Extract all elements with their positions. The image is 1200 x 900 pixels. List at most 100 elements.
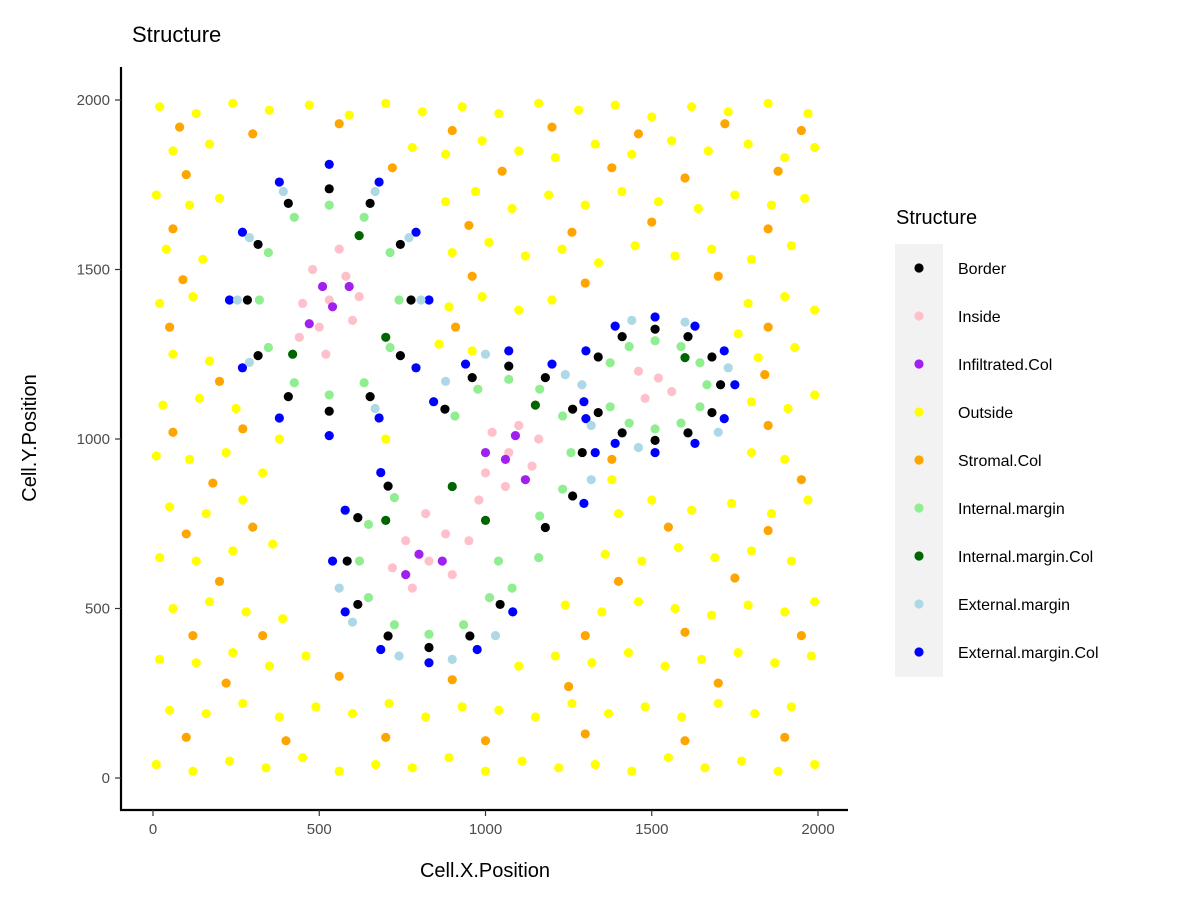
point-outside bbox=[786, 702, 797, 712]
point-stromal-col bbox=[760, 369, 770, 380]
point-outside bbox=[773, 766, 783, 776]
point-outside bbox=[228, 98, 238, 108]
point-external-margin-col bbox=[424, 295, 434, 305]
point-internal-margin bbox=[558, 484, 568, 494]
point-outside bbox=[384, 698, 394, 709]
point-infiltrated-col bbox=[437, 556, 447, 566]
point-outside bbox=[707, 610, 717, 620]
point-outside bbox=[697, 654, 707, 664]
point-external-margin bbox=[244, 233, 255, 243]
point-outside bbox=[517, 756, 527, 766]
point-internal-margin bbox=[695, 402, 705, 412]
point-stromal-col bbox=[381, 732, 391, 742]
point-stromal-col bbox=[607, 163, 617, 173]
point-external-margin bbox=[627, 315, 637, 325]
point-border bbox=[617, 428, 627, 438]
point-border bbox=[467, 373, 477, 383]
point-outside bbox=[574, 105, 584, 115]
point-outside bbox=[198, 254, 208, 264]
point-internal-margin bbox=[289, 378, 299, 388]
point-border bbox=[577, 447, 587, 458]
point-outside bbox=[800, 193, 810, 203]
point-internal-margin bbox=[484, 593, 495, 603]
point-outside bbox=[567, 698, 577, 709]
point-outside bbox=[750, 708, 760, 719]
point-outside bbox=[470, 186, 481, 197]
point-stromal-col bbox=[713, 271, 723, 281]
point-external-margin-col bbox=[237, 363, 248, 373]
point-inside bbox=[667, 386, 677, 397]
point-stromal-col bbox=[633, 129, 644, 139]
point-outside bbox=[810, 759, 820, 770]
point-internal-margin bbox=[534, 553, 544, 563]
point-external-margin-col bbox=[424, 658, 434, 668]
point-outside bbox=[381, 434, 391, 444]
point-external-margin bbox=[586, 420, 596, 431]
point-border bbox=[324, 406, 334, 416]
point-outside bbox=[158, 400, 168, 410]
point-outside bbox=[371, 759, 381, 770]
point-stromal-col bbox=[168, 224, 178, 234]
point-inside bbox=[401, 536, 411, 546]
point-stromal-col bbox=[720, 119, 730, 129]
point-external-margin-col bbox=[237, 227, 248, 237]
point-outside bbox=[477, 292, 487, 302]
point-internal-margin bbox=[359, 212, 369, 222]
point-external-margin-col bbox=[374, 177, 384, 187]
point-stromal-col bbox=[680, 736, 690, 746]
point-internal-margin bbox=[504, 374, 514, 384]
point-stromal-col bbox=[258, 631, 268, 641]
point-outside bbox=[670, 251, 680, 261]
point-internal-margin bbox=[289, 212, 299, 222]
point-internal-margin bbox=[458, 620, 469, 630]
point-outside bbox=[514, 146, 524, 156]
point-stromal-col bbox=[763, 224, 773, 234]
point-outside bbox=[231, 403, 241, 414]
point-outside bbox=[188, 766, 198, 776]
point-inside bbox=[464, 536, 474, 546]
point-external-margin bbox=[370, 186, 380, 197]
point-inside bbox=[527, 461, 537, 471]
point-outside bbox=[191, 658, 201, 668]
point-external-margin-col bbox=[460, 359, 471, 369]
point-stromal-col bbox=[178, 275, 188, 285]
point-border bbox=[540, 373, 550, 383]
point-inside bbox=[640, 393, 650, 403]
point-internal-margin bbox=[650, 424, 660, 434]
point-outside bbox=[733, 329, 743, 339]
point-outside bbox=[238, 495, 248, 505]
point-outside bbox=[607, 475, 617, 485]
point-stromal-col bbox=[188, 631, 198, 641]
point-border bbox=[440, 404, 450, 414]
point-outside bbox=[444, 302, 454, 312]
point-stromal-col bbox=[238, 424, 248, 434]
point-outside bbox=[168, 349, 178, 359]
point-stromal-col bbox=[730, 573, 740, 583]
point-outside bbox=[710, 553, 720, 563]
y-tick-label: 2000 bbox=[77, 92, 110, 109]
point-outside bbox=[810, 390, 820, 400]
legend-label: External.margin bbox=[958, 597, 1070, 614]
point-external-margin bbox=[713, 427, 723, 437]
point-outside bbox=[693, 203, 703, 214]
point-infiltrated-col bbox=[401, 570, 411, 580]
point-internal-margin bbox=[650, 336, 660, 346]
point-outside bbox=[381, 98, 391, 108]
point-border bbox=[424, 642, 434, 653]
point-external-margin-col bbox=[324, 431, 334, 441]
point-external-margin-col bbox=[274, 413, 284, 423]
point-outside bbox=[480, 766, 491, 776]
point-outside bbox=[810, 305, 820, 315]
point-inside bbox=[334, 244, 344, 254]
point-outside bbox=[803, 495, 813, 505]
axis-ticks: 0 500 1000 1500 2000 0 500 1000 1500 2000 bbox=[77, 92, 835, 838]
point-stromal-col bbox=[168, 427, 178, 437]
point-border bbox=[353, 599, 363, 610]
point-outside bbox=[763, 98, 773, 108]
point-outside bbox=[261, 763, 271, 773]
point-outside bbox=[238, 698, 248, 709]
point-stromal-col bbox=[763, 420, 773, 431]
point-outside bbox=[687, 505, 697, 515]
point-internal-margin bbox=[676, 341, 686, 352]
